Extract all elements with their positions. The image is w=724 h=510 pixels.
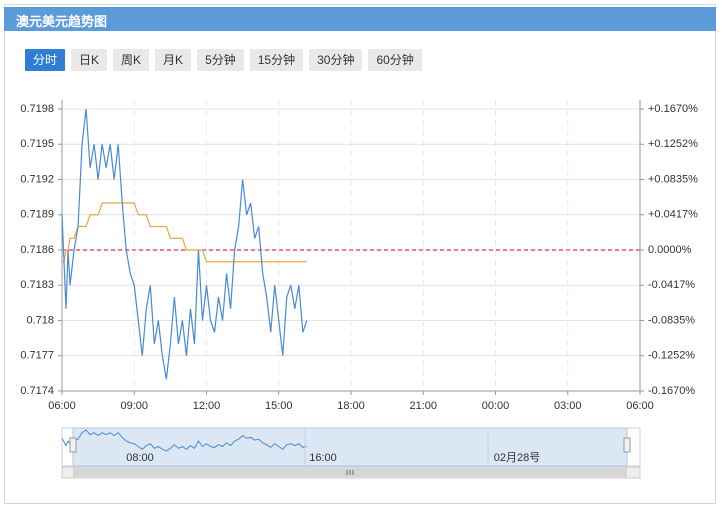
navigator-handle[interactable] [623,437,631,453]
x-tick-label: 09:00 [120,400,148,412]
y2-tick-label: 0.0000% [648,244,692,256]
x-tick-label: 18:00 [337,400,365,412]
tab[interactable]: 月K [155,49,192,71]
navigator-handle[interactable] [69,437,77,453]
tab[interactable]: 日K [71,49,108,71]
x-tick-label: 06:00 [48,400,76,412]
x-tick-label: 06:00 [626,400,654,412]
frame [4,4,716,504]
tab-bar: 分时 日K 周K 月K 5分钟 15分钟 30分钟 60分钟 [25,49,428,72]
tab[interactable]: 分时 [25,49,66,71]
y2-tick-label: +0.0417% [648,209,698,221]
y-tick-label: 0.7189 [20,209,54,221]
x-tick-label: 12:00 [193,400,221,412]
tab[interactable]: 周K [113,49,150,71]
navigator-window [72,427,628,467]
series-line [62,202,307,263]
series-line [61,108,308,380]
x-tick-label: 03:00 [554,400,582,412]
navigator-label: 02月28号 [494,451,540,464]
header: 澳元美元趋势图 [4,7,716,31]
y2-tick-label: +0.0835% [648,173,698,185]
y2-tick-label: +0.1252% [648,138,698,150]
y-tick-label: 0.7174 [20,385,54,397]
y2-tick-label: -0.1252% [648,350,695,362]
tab[interactable]: 5分钟 [197,49,244,71]
y-tick-label: 0.7186 [20,244,54,256]
y2-tick-label: -0.0417% [648,279,695,291]
y2-tick-label: -0.1670% [648,385,695,397]
x-tick-label: 21:00 [409,400,437,412]
navigator-label: 08:00 [126,452,154,464]
y-tick-label: 0.7183 [20,279,54,291]
navigator-label: 16:00 [309,452,337,464]
header-title: 澳元美元趋势图 [16,14,108,29]
navigator-line [61,429,307,452]
tab[interactable]: 15分钟 [249,49,304,71]
y-tick-label: 0.7192 [20,173,54,185]
y-tick-label: 0.7198 [20,103,54,115]
tab[interactable]: 30分钟 [309,49,363,71]
tab[interactable]: 60分钟 [368,49,422,71]
x-tick-label: 00:00 [482,400,510,412]
y-tick-label: 0.7177 [20,350,54,362]
y-tick-label: 0.718 [26,314,54,326]
y-tick-label: 0.7195 [20,138,54,150]
y2-tick-label: +0.1670% [648,103,698,115]
x-tick-label: 15:00 [265,400,293,412]
y2-tick-label: -0.0835% [648,314,695,326]
